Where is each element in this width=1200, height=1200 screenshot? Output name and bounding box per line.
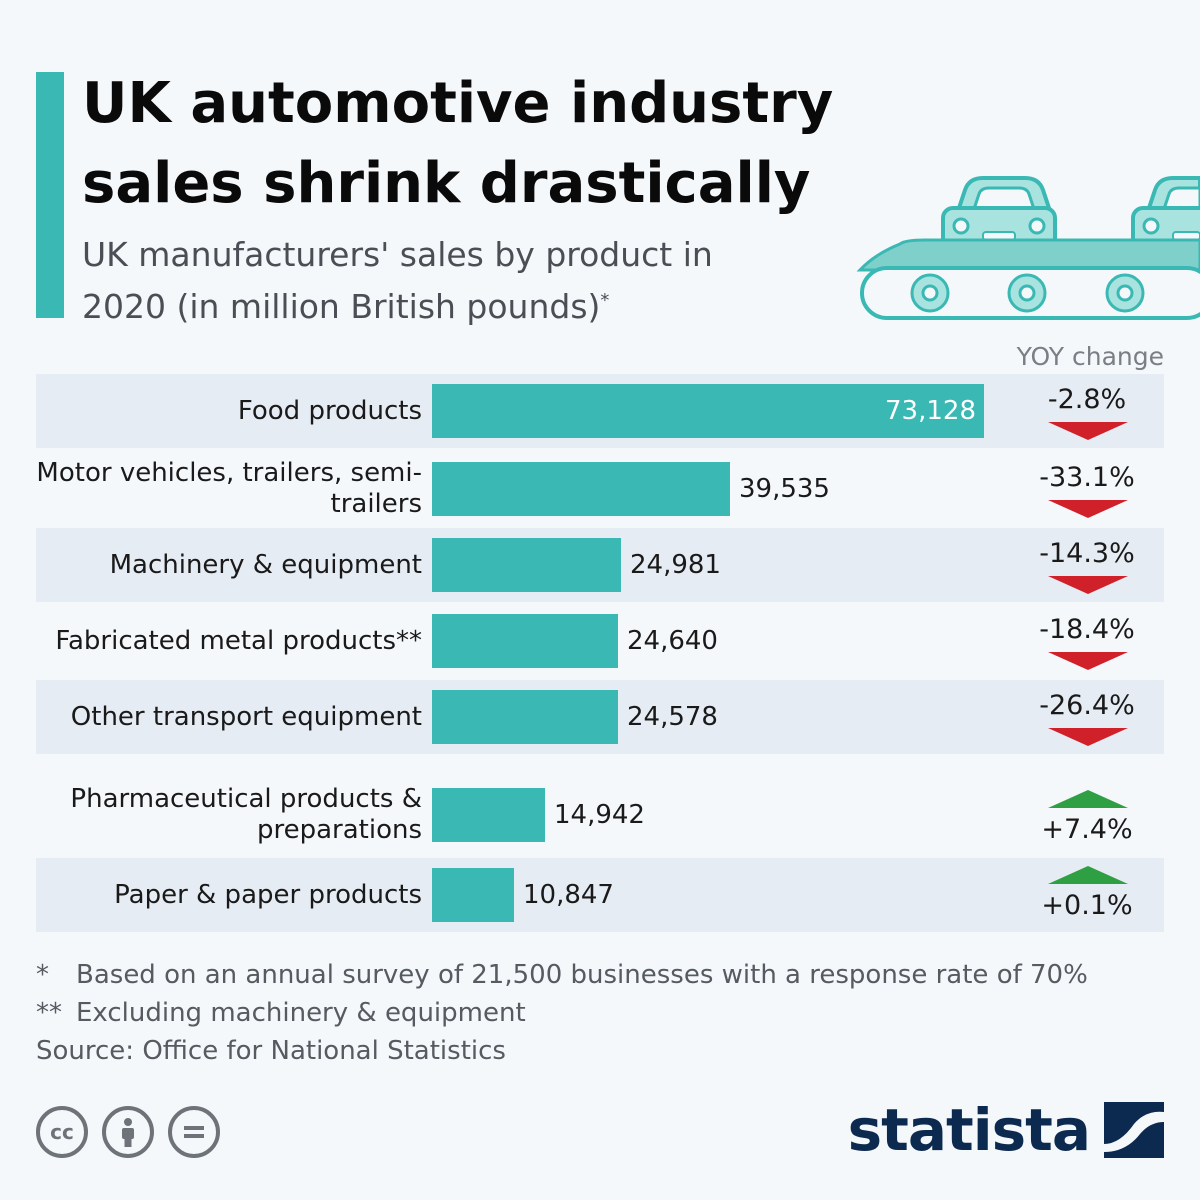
yoy-change-value: +7.4% [1041, 814, 1133, 845]
yoy-change-value: -33.1% [1039, 462, 1135, 493]
cc-icon[interactable]: cc [36, 1106, 88, 1158]
footnote: * Based on an annual survey of 21,500 bus… [36, 960, 1088, 990]
bar [432, 788, 545, 842]
bar-row: Machinery & equipment 24,981 -14.3% [36, 528, 1164, 602]
category-label: Other transport equipment [70, 701, 422, 732]
yoy-change-value: -26.4% [1039, 690, 1135, 721]
arrow-down-icon [1048, 652, 1128, 670]
bar-row: Fabricated metal products** 24,640 -18.4% [36, 604, 1164, 678]
bar-row: Pharmaceutical products & preparations 14… [36, 776, 1164, 854]
bar-value-label: 24,640 [627, 626, 718, 656]
bar [432, 462, 730, 516]
yoy-change-value: -14.3% [1039, 538, 1135, 569]
license-icons: cc [36, 1106, 220, 1158]
bar-value-label: 39,535 [739, 474, 830, 504]
bar-value-label: 10,847 [523, 880, 614, 910]
category-label: Motor vehicles, trailers, semi-trailers [36, 458, 422, 519]
no-derivatives-icon[interactable] [168, 1106, 220, 1158]
category-label: Pharmaceutical products & preparations [70, 784, 422, 845]
yoy-change-value: +0.1% [1041, 890, 1133, 921]
yoy-change-value: -2.8% [1047, 384, 1127, 415]
chart-subtitle: UK manufacturers' sales by product in 20… [82, 235, 713, 326]
arrow-down-icon [1048, 422, 1128, 440]
bar-row: Paper & paper products 10,847 +0.1% [36, 858, 1164, 932]
bar [432, 538, 621, 592]
title-accent-bar [36, 72, 64, 318]
category-label: Paper & paper products [114, 879, 422, 910]
car-conveyor-illustration [856, 176, 1200, 320]
bar-row: Motor vehicles, trailers, semi-trailers 3… [36, 452, 1164, 526]
chart-title: UK automotive industry sales shrink dras… [82, 71, 834, 216]
footnotes: * Based on an annual survey of 21,500 bus… [36, 956, 1088, 1070]
source-note: Source: Office for National Statistics [36, 1036, 506, 1066]
category-label: Food products [237, 395, 422, 426]
attribution-icon[interactable] [102, 1106, 154, 1158]
arrow-down-icon [1048, 500, 1128, 518]
arrow-up-icon [1048, 866, 1128, 884]
bar-row: Other transport equipment 24,578 -26.4% [36, 680, 1164, 754]
yoy-change-value: -18.4% [1039, 614, 1135, 645]
statista-logo[interactable]: statista [848, 1096, 1164, 1164]
bar-value-label: 73,128 [885, 396, 976, 426]
bar-value-label: 14,942 [554, 800, 645, 830]
bar-row: Food products 73,128 -2.8% [36, 374, 1164, 448]
statista-logo-icon [1104, 1102, 1164, 1158]
bar [432, 868, 514, 922]
yoy-column-header: YOY change [1016, 342, 1164, 371]
bar-value-label: 24,578 [627, 702, 718, 732]
brand-name: statista [847, 1096, 1091, 1164]
bar-value-label: 24,981 [630, 550, 721, 580]
footnote: ** Excluding machinery & equipment [36, 998, 526, 1028]
bar [432, 614, 618, 668]
bar [432, 690, 618, 744]
arrow-down-icon [1048, 728, 1128, 746]
bar [432, 384, 984, 438]
arrow-up-icon [1048, 790, 1128, 808]
arrow-down-icon [1048, 576, 1128, 594]
category-label: Machinery & equipment [109, 549, 422, 580]
conveyor-belt-icon [856, 238, 1200, 320]
category-label: Fabricated metal products** [55, 625, 422, 656]
